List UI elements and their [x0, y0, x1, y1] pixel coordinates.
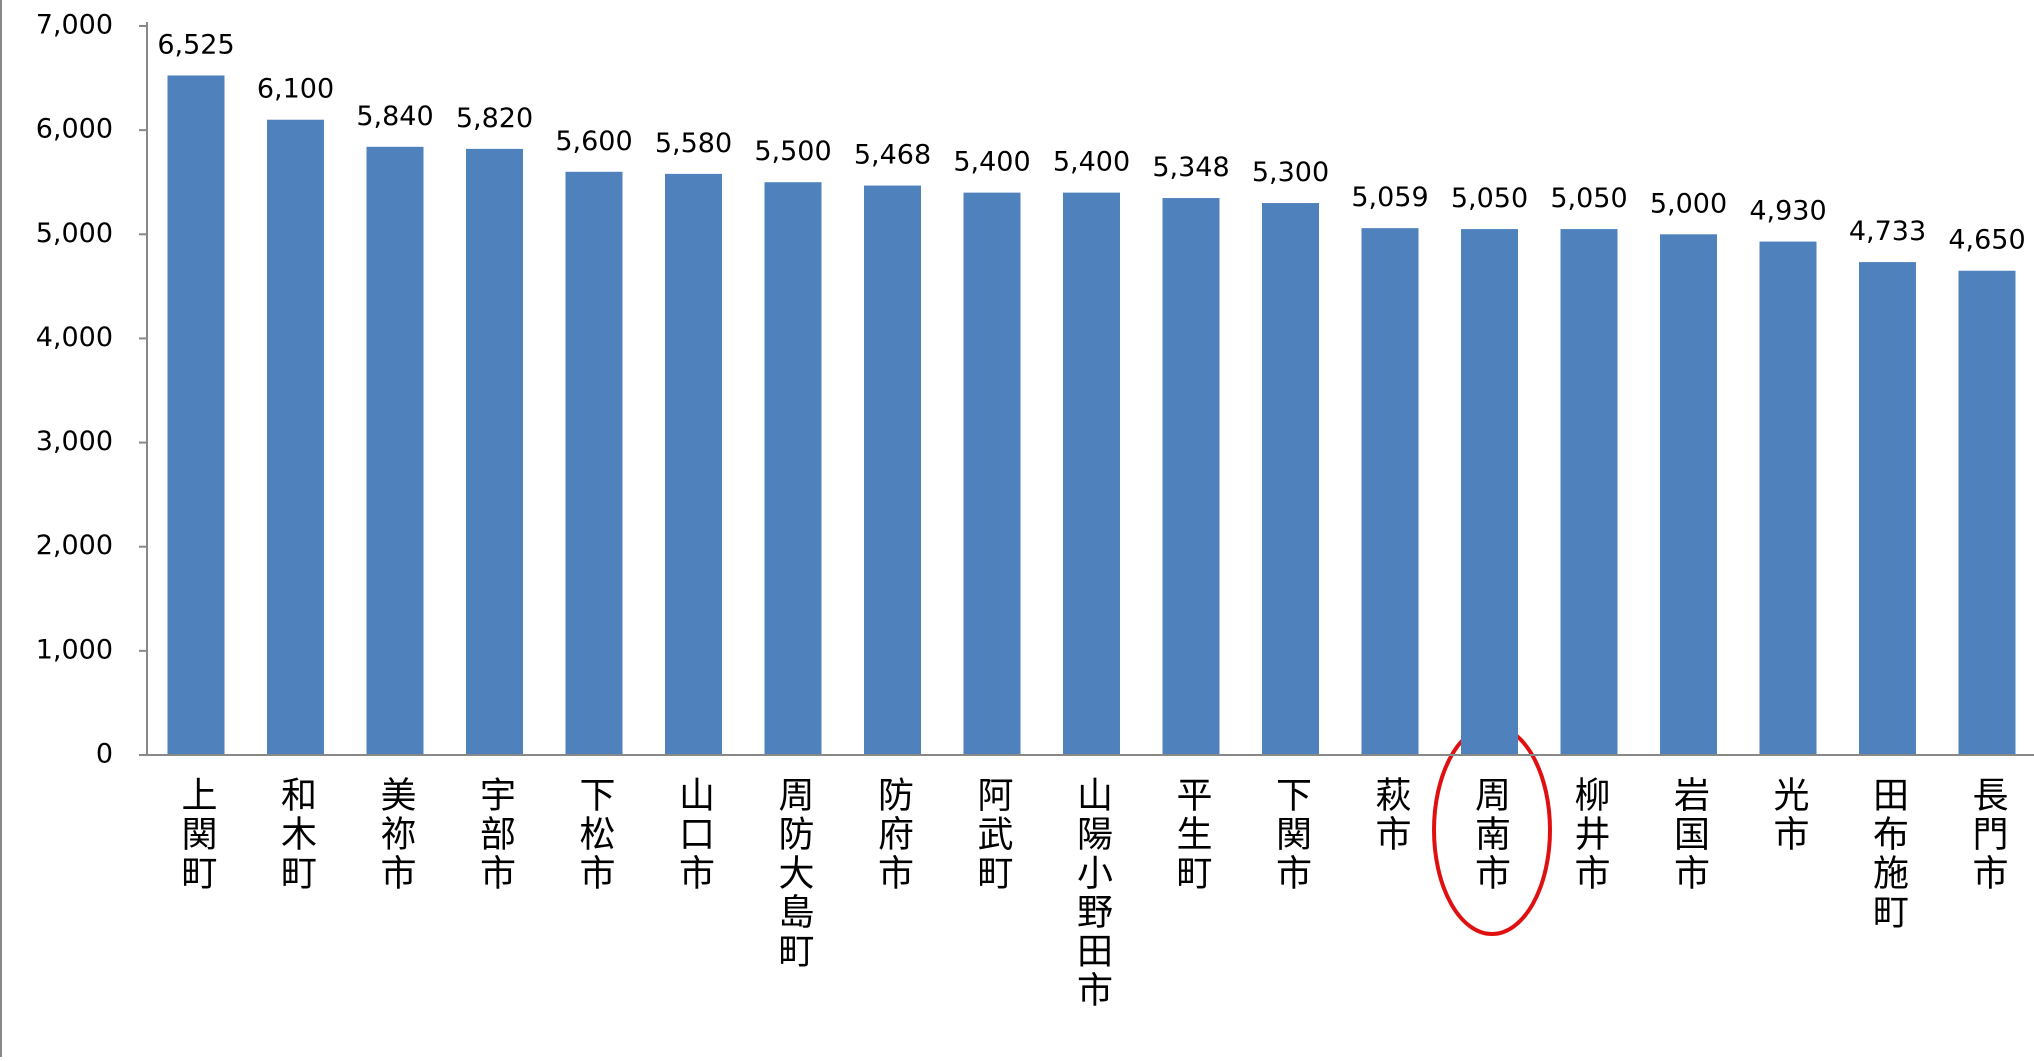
x-tick-label: 和木町 [275, 776, 317, 893]
y-tick-label: 7,000 [36, 10, 113, 41]
x-tick-label: 柳井市 [1569, 776, 1610, 893]
x-tick-label: 山口市 [673, 776, 714, 893]
data-label: 5,348 [1152, 152, 1229, 183]
y-tick-label: 2,000 [36, 530, 113, 561]
bar [1560, 229, 1618, 756]
data-label: 4,650 [1948, 225, 2025, 256]
data-label: 5,300 [1252, 157, 1329, 188]
bar [565, 171, 623, 756]
bar [864, 185, 921, 755]
bar [1660, 234, 1717, 756]
x-tick-label: 阿武町 [972, 776, 1013, 893]
data-label: 5,050 [1451, 183, 1528, 214]
y-tick-label: 6,000 [36, 114, 113, 145]
x-tick-label: 周南市 [1469, 776, 1510, 893]
data-label: 5,500 [754, 136, 831, 167]
x-tick-label: 田布施町 [1867, 776, 1908, 932]
bar [1859, 262, 1916, 755]
data-label: 5,059 [1351, 182, 1428, 213]
x-tick-label: 萩市 [1370, 776, 1411, 854]
y-tick-label: 5,000 [36, 218, 113, 249]
data-label: 6,525 [157, 29, 234, 60]
x-tick-label: 上関町 [176, 776, 217, 893]
x-tick-label: 岩国市 [1668, 776, 1710, 893]
bar [665, 173, 722, 755]
data-label: 5,820 [456, 103, 533, 134]
x-tick-label: 下関市 [1270, 776, 1311, 893]
bar [167, 75, 225, 756]
bar [1759, 241, 1817, 756]
bar [1063, 192, 1120, 756]
data-label: 5,000 [1650, 188, 1727, 219]
bar [267, 119, 324, 755]
data-label: 5,580 [655, 128, 732, 159]
y-tick-label: 4,000 [36, 322, 113, 353]
bar [1461, 229, 1518, 756]
bar [963, 192, 1021, 756]
x-tick-label: 防府市 [872, 776, 913, 893]
x-tick-label: 長門市 [1967, 776, 2008, 893]
data-label: 6,100 [257, 74, 334, 105]
x-tick-label: 光市 [1768, 776, 1809, 854]
data-label: 4,930 [1749, 196, 1826, 227]
data-label: 5,840 [356, 101, 433, 132]
bar [1162, 198, 1220, 755]
data-label: 5,400 [953, 147, 1030, 178]
bar [764, 182, 822, 755]
x-tick-label: 下松市 [574, 776, 615, 893]
y-tick-label: 0 [96, 739, 113, 770]
x-tick-label: 平生町 [1171, 776, 1212, 893]
data-label: 5,050 [1550, 183, 1627, 214]
bar [466, 148, 523, 756]
x-tick-label: 周防大島町 [773, 776, 814, 971]
y-tick-label: 3,000 [36, 426, 113, 457]
data-label: 5,468 [854, 140, 931, 171]
x-tick-label: 美祢市 [375, 776, 416, 893]
x-tick-label: 宇部市 [474, 776, 515, 893]
bar [1361, 228, 1419, 755]
data-label: 5,600 [555, 126, 632, 157]
bar [1958, 270, 2016, 755]
bar [366, 146, 424, 755]
data-label: 4,733 [1849, 216, 1926, 247]
bar [1262, 203, 1319, 756]
data-label: 5,400 [1053, 147, 1130, 178]
x-tick-label: 山陽小野田市 [1071, 776, 1112, 1010]
y-tick-label: 1,000 [36, 634, 113, 665]
